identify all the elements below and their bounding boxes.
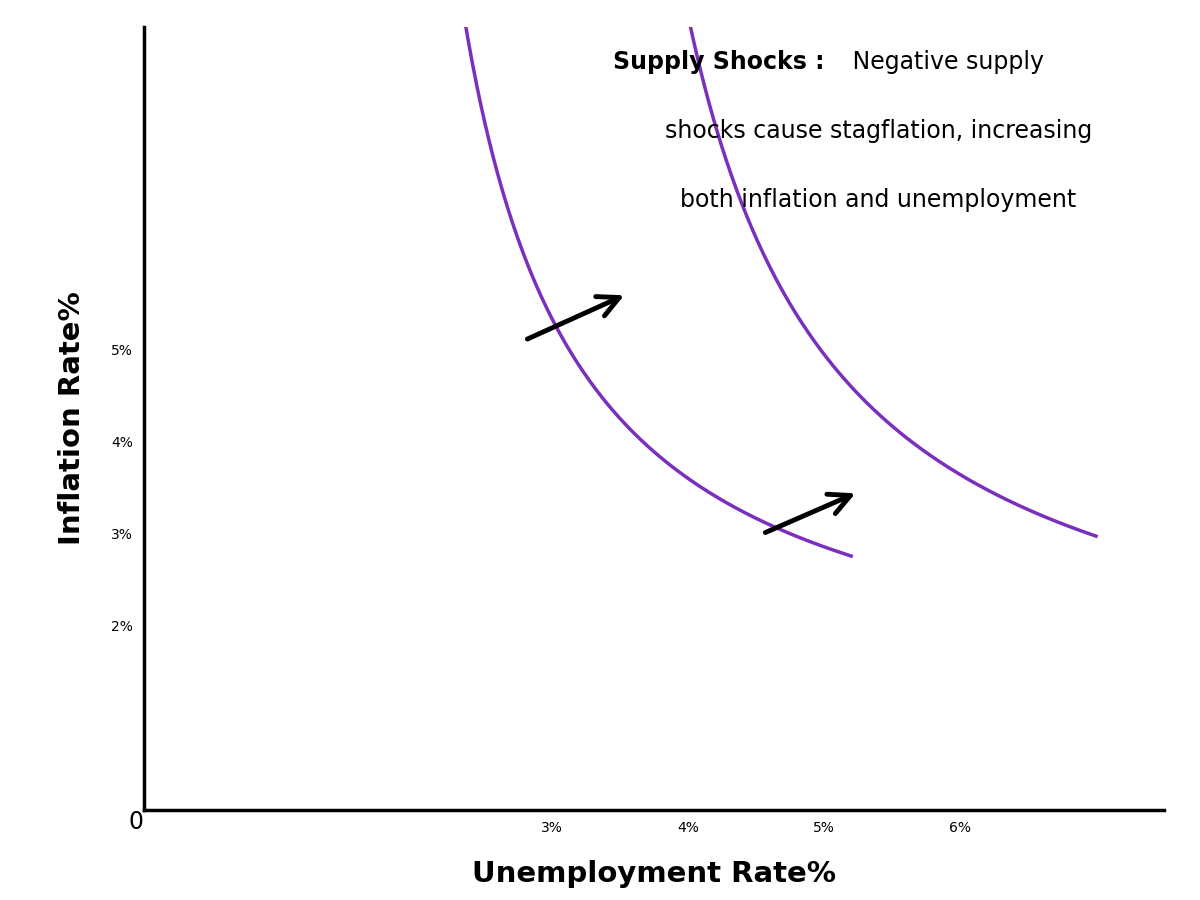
- Text: both inflation and unemployment: both inflation and unemployment: [680, 188, 1076, 212]
- Text: shocks cause stagflation, increasing: shocks cause stagflation, increasing: [665, 120, 1092, 143]
- Y-axis label: Inflation Rate%: Inflation Rate%: [58, 292, 86, 545]
- Text: Negative supply: Negative supply: [845, 50, 1044, 75]
- Text: 0: 0: [130, 810, 144, 834]
- Text: Supply Shocks :: Supply Shocks :: [613, 50, 824, 75]
- X-axis label: Unemployment Rate%: Unemployment Rate%: [472, 860, 836, 888]
